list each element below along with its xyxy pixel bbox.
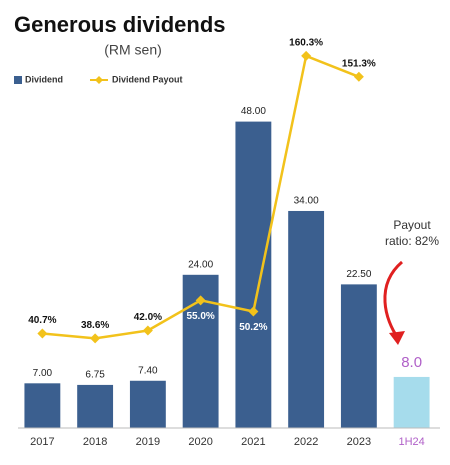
x-tick-label: 1H24 <box>398 436 424 448</box>
bar-value-label: 8.0 <box>401 354 422 371</box>
legend-marker <box>95 76 103 84</box>
x-tick-label: 2023 <box>347 436 371 448</box>
payout-label: 55.0% <box>186 311 214 322</box>
payout-label: 38.6% <box>81 320 109 331</box>
legend: Dividend Dividend Payout <box>14 74 183 84</box>
bar-value-label: 24.00 <box>188 259 213 270</box>
bar <box>393 376 430 428</box>
payout-label: 50.2% <box>239 322 267 333</box>
payout-marker <box>142 325 153 336</box>
bar-value-label: 22.50 <box>346 269 371 280</box>
payout-label: 42.0% <box>134 312 162 323</box>
payout-marker <box>353 71 364 82</box>
x-tick-label: 2020 <box>188 436 212 448</box>
x-tick-label: 2021 <box>241 436 265 448</box>
chart-title: Generous dividends <box>14 12 226 37</box>
annotation-arrowhead <box>389 331 405 345</box>
payout-label: 160.3% <box>289 38 323 49</box>
x-tick-label: 2022 <box>294 436 318 448</box>
plot: 7.00 6.75 7.40 24.00 48.00 34.00 22.50 8.0 40.7%… <box>24 38 430 428</box>
bar-value-label: 7.40 <box>138 365 158 376</box>
x-tick-label: 2017 <box>30 436 54 448</box>
annotation: Payout <box>393 218 431 232</box>
bar-value-label: 48.00 <box>241 106 266 117</box>
payout-marker <box>195 295 206 306</box>
payout-marker <box>37 328 48 339</box>
payout-label: 40.7% <box>28 315 56 326</box>
bar <box>235 121 272 428</box>
annotation: ratio: 82% <box>385 234 439 248</box>
bar <box>129 380 166 428</box>
payout-marker <box>248 306 259 317</box>
bar <box>340 284 377 428</box>
bar <box>24 383 61 428</box>
bar <box>77 384 114 428</box>
bar-value-label: 7.00 <box>33 368 53 379</box>
x-tick-label: 2019 <box>136 436 160 448</box>
x-tick-label: 2018 <box>83 436 107 448</box>
bar-value-label: 6.75 <box>85 370 105 381</box>
legend-swatch <box>14 76 22 84</box>
chart-subtitle: (RM sen) <box>104 42 162 58</box>
payout-label: 151.3% <box>342 58 376 69</box>
payout-marker <box>301 50 312 61</box>
payout-marker <box>90 333 101 344</box>
bar <box>288 210 325 428</box>
legend-label: Dividend Payout <box>112 74 183 84</box>
annotation-arrow <box>383 260 403 339</box>
legend-label: Dividend <box>25 74 63 84</box>
bar-value-label: 34.00 <box>294 196 319 207</box>
